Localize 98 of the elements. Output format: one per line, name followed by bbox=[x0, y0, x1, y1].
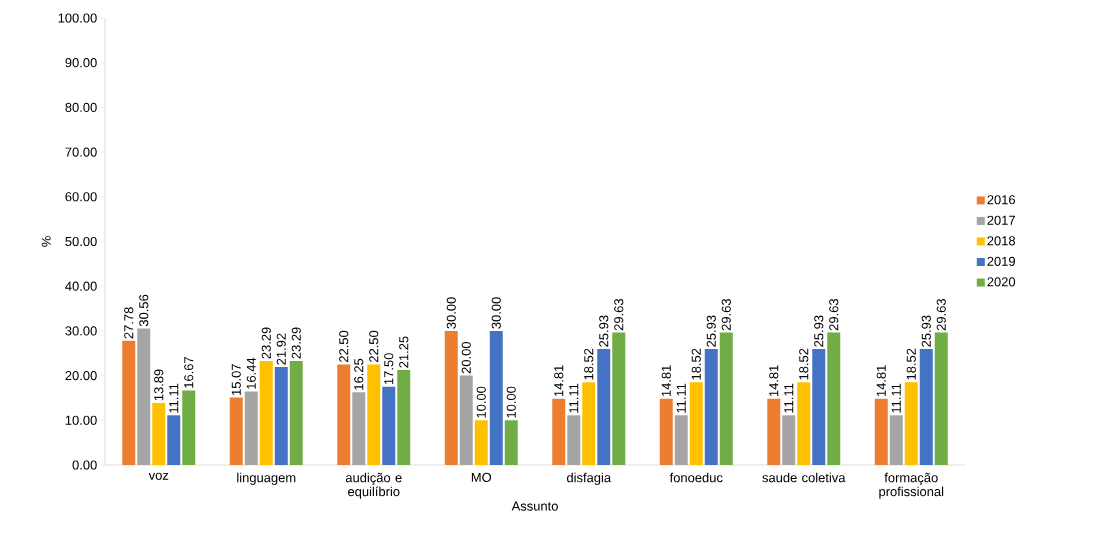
data-label: 21.92 bbox=[276, 333, 286, 365]
bar bbox=[552, 398, 566, 465]
y-tick-label: 50.00 bbox=[65, 236, 97, 247]
y-axis-title: % bbox=[41, 236, 51, 247]
data-label: 16.25 bbox=[354, 358, 364, 390]
bar bbox=[934, 332, 948, 465]
data-label: 14.81 bbox=[876, 365, 886, 397]
x-tick-label: saude coletiva bbox=[762, 472, 846, 483]
data-label: 22.50 bbox=[369, 330, 379, 363]
bar bbox=[919, 349, 933, 465]
data-label: 25.93 bbox=[814, 315, 824, 347]
bar bbox=[152, 402, 166, 465]
data-label: 15.07 bbox=[231, 364, 241, 395]
data-label: 23.29 bbox=[261, 327, 271, 359]
bar bbox=[259, 360, 273, 465]
bar bbox=[612, 332, 626, 465]
legend-label: 2017 bbox=[987, 215, 1015, 225]
bar bbox=[504, 420, 518, 465]
bar bbox=[597, 349, 611, 465]
data-label: 18.52 bbox=[584, 348, 594, 380]
bar bbox=[167, 415, 181, 465]
bar bbox=[797, 382, 811, 465]
data-label: 11.11 bbox=[676, 383, 686, 413]
data-label: 25.93 bbox=[599, 315, 609, 347]
y-tick-label: 20.00 bbox=[65, 371, 97, 381]
data-label: 23.29 bbox=[291, 327, 301, 359]
y-tick-label: 40.00 bbox=[65, 281, 97, 291]
data-label: 14.81 bbox=[769, 365, 779, 397]
y-tick-label: 90.00 bbox=[65, 58, 97, 68]
data-label: 30.00 bbox=[446, 297, 456, 329]
data-label: 17.50 bbox=[384, 353, 394, 385]
data-label: 20.00 bbox=[461, 341, 471, 374]
y-tick-label: 0.00 bbox=[72, 460, 97, 470]
y-tick-label: 60.00 bbox=[65, 192, 97, 202]
legend-label: 2020 bbox=[987, 277, 1016, 287]
bar bbox=[582, 382, 596, 465]
data-label: 27.78 bbox=[124, 307, 134, 339]
bar bbox=[904, 382, 918, 465]
bar bbox=[474, 420, 488, 465]
y-tick-label: 30.00 bbox=[65, 326, 97, 336]
bar bbox=[289, 360, 303, 465]
bar bbox=[122, 340, 136, 465]
data-label: 18.52 bbox=[906, 348, 916, 380]
bar bbox=[827, 332, 841, 465]
y-tick-label: 80.00 bbox=[65, 102, 97, 112]
data-label: 11.11 bbox=[569, 383, 579, 413]
legend-label: 2018 bbox=[987, 236, 1016, 246]
x-tick-label: MO bbox=[471, 472, 492, 482]
x-axis-title: Assunto bbox=[511, 501, 558, 511]
data-label: 11.11 bbox=[784, 383, 794, 413]
legend-label: 2019 bbox=[987, 256, 1015, 266]
legend-label: 2016 bbox=[987, 195, 1016, 205]
data-label: 11.11 bbox=[169, 383, 179, 413]
bar bbox=[874, 398, 888, 465]
data-label: 16.67 bbox=[184, 357, 194, 388]
bar bbox=[704, 349, 718, 465]
bar bbox=[274, 367, 288, 465]
bar bbox=[767, 398, 781, 465]
x-tick-label: formação profissional bbox=[879, 472, 944, 499]
x-tick-label: fonoeduc bbox=[669, 472, 723, 483]
data-label: 29.63 bbox=[936, 298, 946, 331]
data-label: 29.63 bbox=[614, 298, 624, 331]
bar bbox=[812, 349, 826, 465]
data-label: 11.11 bbox=[891, 383, 901, 413]
data-label: 14.81 bbox=[554, 365, 564, 397]
data-label: 10.00 bbox=[476, 386, 486, 418]
data-label: 21.25 bbox=[399, 336, 409, 368]
bar bbox=[397, 370, 411, 465]
y-tick-label: 70.00 bbox=[65, 147, 97, 157]
bar bbox=[337, 364, 351, 465]
data-label: 25.93 bbox=[921, 315, 931, 347]
bar bbox=[367, 364, 381, 465]
data-label: 22.50 bbox=[339, 330, 349, 363]
data-label: 29.63 bbox=[721, 298, 731, 331]
y-tick-label: 10.00 bbox=[65, 415, 97, 425]
data-label: 25.93 bbox=[706, 315, 716, 347]
data-label: 18.52 bbox=[799, 348, 809, 380]
data-label: 30.00 bbox=[491, 297, 501, 329]
x-tick-label: audição e equilíbrio bbox=[345, 472, 402, 499]
data-label: 16.44 bbox=[246, 357, 256, 389]
bar bbox=[689, 382, 703, 465]
x-tick-label: voz bbox=[148, 472, 169, 480]
data-label: 30.56 bbox=[139, 294, 149, 327]
bar bbox=[489, 330, 503, 465]
bar bbox=[382, 386, 396, 465]
x-tick-label: linguagem bbox=[237, 472, 296, 485]
data-label: 13.89 bbox=[154, 369, 164, 401]
data-label: 14.81 bbox=[661, 365, 671, 397]
data-label: 18.52 bbox=[691, 348, 701, 380]
bar bbox=[659, 398, 673, 465]
data-label: 10.00 bbox=[506, 386, 516, 418]
bar bbox=[444, 330, 458, 465]
bar bbox=[182, 390, 196, 465]
y-tick-label: 100.00 bbox=[58, 13, 97, 23]
bar bbox=[719, 332, 733, 465]
data-label: 29.63 bbox=[829, 298, 839, 331]
bar bbox=[229, 397, 243, 465]
x-tick-label: disfagia bbox=[566, 472, 612, 485]
